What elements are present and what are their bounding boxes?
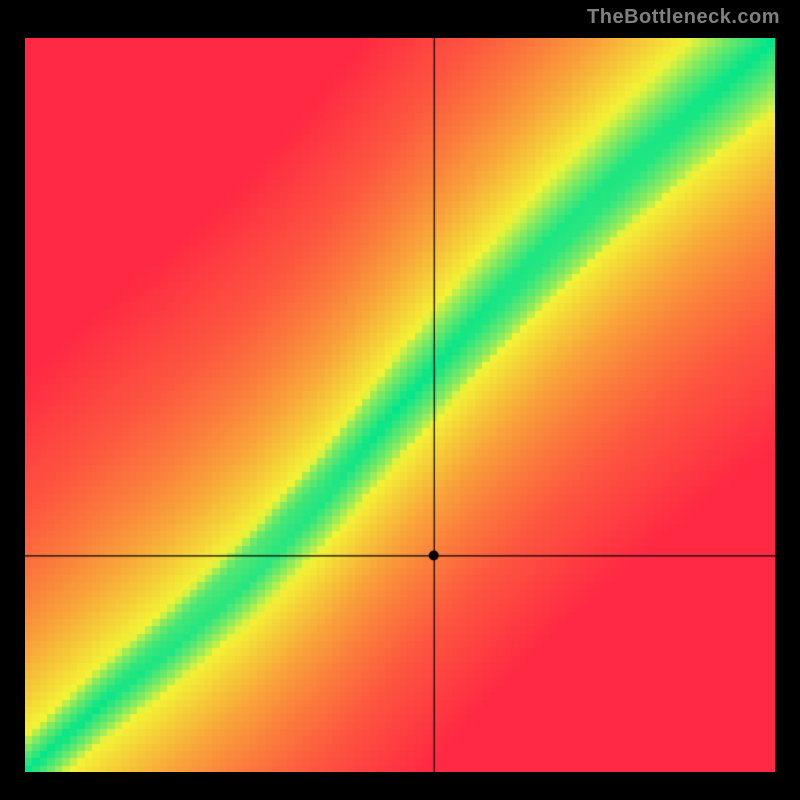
bottleneck-heatmap	[25, 38, 775, 772]
watermark-text: TheBottleneck.com	[587, 6, 780, 29]
chart-container: TheBottleneck.com	[0, 0, 800, 800]
